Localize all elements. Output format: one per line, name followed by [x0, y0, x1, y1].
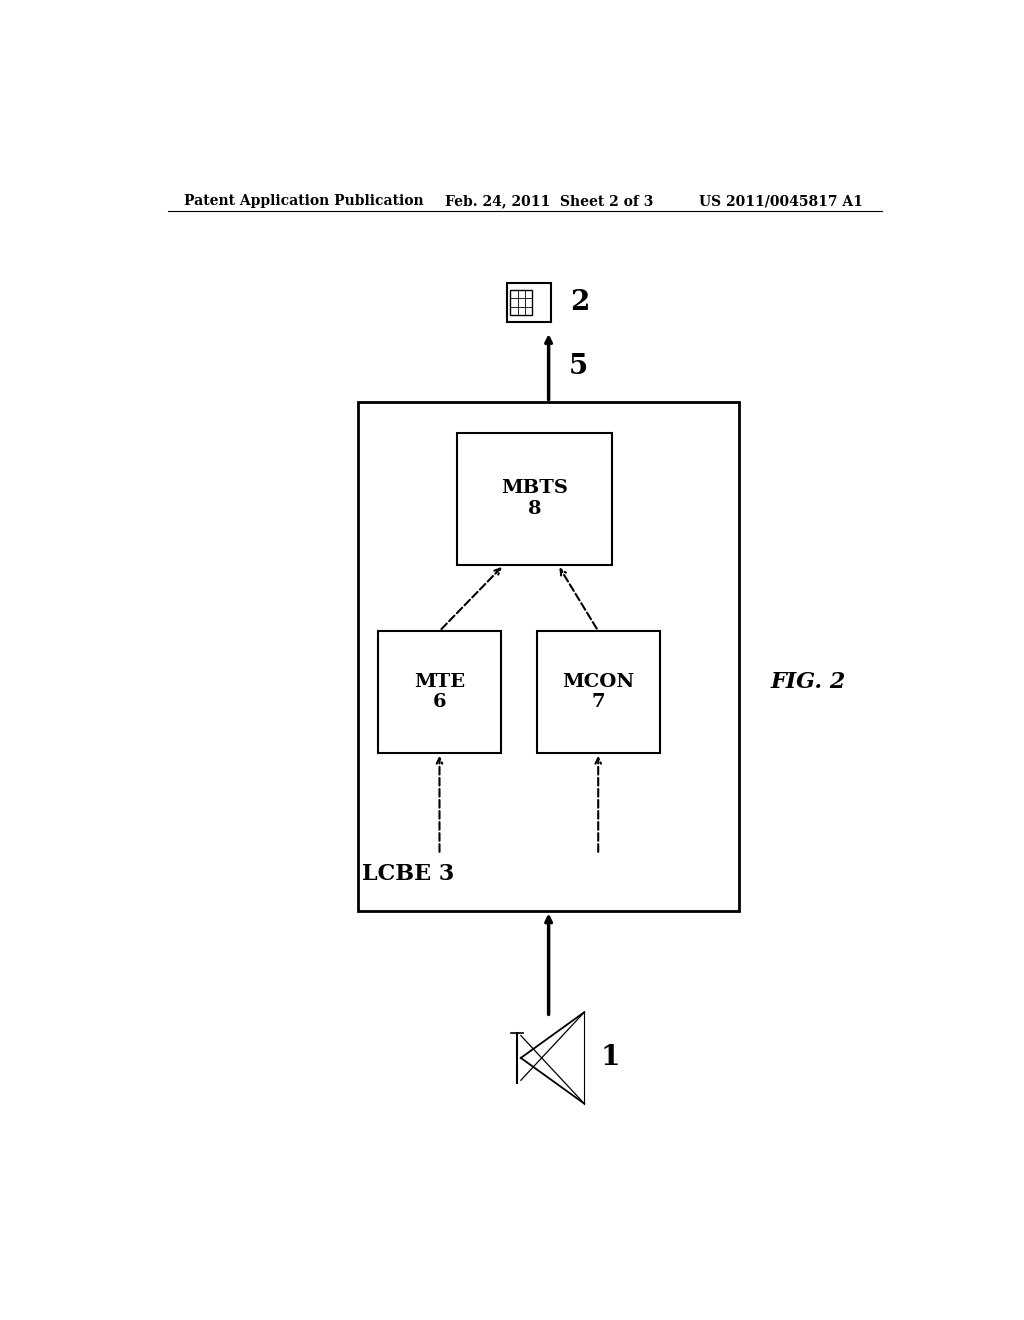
Bar — [510, 290, 532, 315]
Bar — [378, 631, 501, 752]
Text: US 2011/0045817 A1: US 2011/0045817 A1 — [699, 194, 863, 209]
Text: MBTS
8: MBTS 8 — [502, 479, 568, 519]
Text: Feb. 24, 2011  Sheet 2 of 3: Feb. 24, 2011 Sheet 2 of 3 — [445, 194, 653, 209]
Text: LCBE 3: LCBE 3 — [362, 863, 455, 886]
Bar — [358, 403, 739, 911]
Text: 1: 1 — [600, 1044, 620, 1072]
Text: 5: 5 — [568, 354, 588, 380]
Text: FIG. 2: FIG. 2 — [771, 671, 846, 693]
Text: MTE
6: MTE 6 — [414, 673, 465, 711]
Bar — [537, 631, 659, 752]
Bar — [458, 433, 612, 565]
Text: 2: 2 — [570, 289, 590, 317]
Bar — [507, 284, 551, 322]
Text: Patent Application Publication: Patent Application Publication — [183, 194, 423, 209]
Text: MCON
7: MCON 7 — [562, 673, 634, 711]
